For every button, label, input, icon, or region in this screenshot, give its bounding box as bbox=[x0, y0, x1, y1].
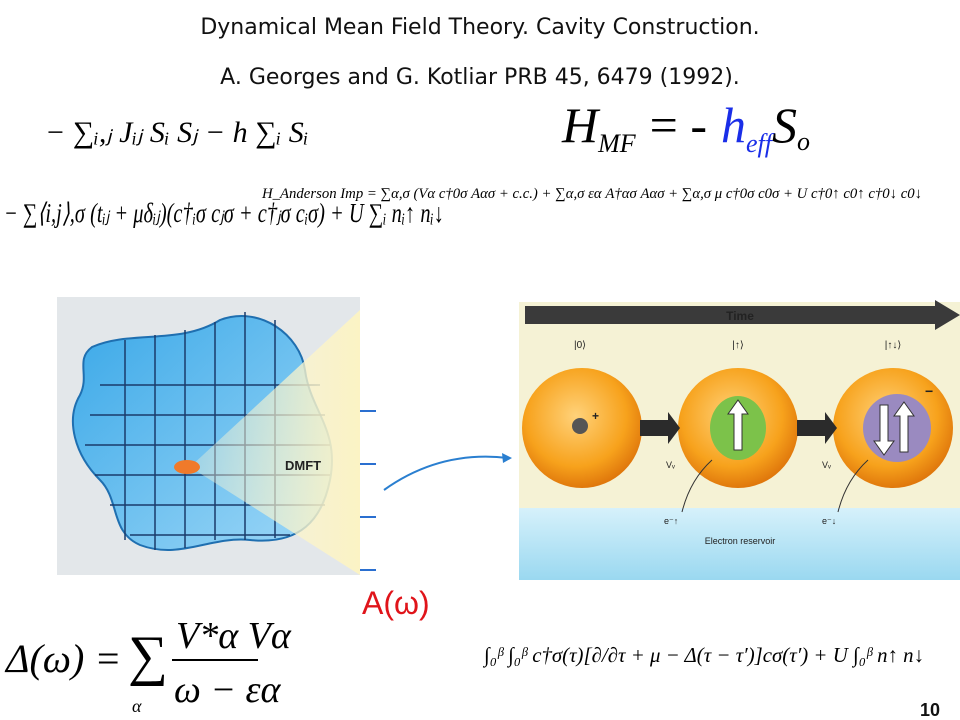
charge-plus: + bbox=[592, 409, 599, 423]
lattice-figure: DMFT bbox=[57, 297, 376, 575]
hop-path bbox=[681, 459, 713, 513]
heisenberg-equation: − ∑ᵢ,ⱼ Jᵢⱼ Sᵢ Sⱼ − h ∑ᵢ Sᵢ bbox=[45, 116, 309, 149]
eq-index: α bbox=[132, 696, 142, 716]
spin-up bbox=[727, 399, 749, 451]
eq-part: MF bbox=[597, 129, 637, 158]
impurity-site bbox=[174, 460, 200, 474]
eq-part: o bbox=[797, 127, 810, 156]
hopping-label: Vᵥ bbox=[666, 460, 675, 470]
bath-levels bbox=[360, 410, 376, 571]
projection-cone bbox=[190, 310, 360, 575]
dmft-label: DMFT bbox=[285, 458, 321, 473]
eq-part: h bbox=[721, 97, 746, 153]
hop-path bbox=[837, 459, 869, 513]
spectral-label: A(ω) bbox=[362, 585, 430, 621]
subtitle: A. Georges and G. Kotliar PRB 45, 6479 (… bbox=[220, 65, 740, 90]
electron-label: e⁻↑ bbox=[664, 516, 678, 526]
arrow-head bbox=[502, 453, 512, 463]
hopping-label: Vᵥ bbox=[822, 460, 831, 470]
time-label: Time bbox=[726, 309, 754, 323]
page-number: 10 bbox=[920, 700, 940, 720]
electron-label: e⁻↓ bbox=[822, 516, 836, 526]
hubbard-equation: − ∑⟨i,j⟩,σ (tᵢⱼ + μδᵢⱼ)(c†ᵢσ cⱼσ + c†ⱼσ … bbox=[4, 198, 444, 228]
eq-part: eff bbox=[746, 129, 776, 158]
mean-field-equation: HMF = - heffSo bbox=[561, 97, 810, 158]
action-equation: ∫₀ᵝ ∫₀ᵝ c†σ(τ)[∂/∂τ + μ − Δ(τ − τ′)]cσ(τ… bbox=[482, 643, 924, 668]
eq-part: = - bbox=[650, 97, 707, 153]
charge-minus: − bbox=[925, 383, 933, 399]
eq-numerator: V*α Vα bbox=[176, 615, 292, 657]
reservoir-label: Electron reservoir bbox=[705, 536, 776, 546]
state-label: |↑⟩ bbox=[732, 340, 744, 351]
electron-cloud bbox=[863, 394, 931, 462]
title: Dynamical Mean Field Theory. Cavity Cons… bbox=[200, 15, 759, 40]
anderson-equation: H_Anderson Imp = ∑α,σ (Vα c†0σ Aασ + c.c… bbox=[261, 186, 922, 202]
spin-down bbox=[873, 404, 895, 456]
state-label: |0⟩ bbox=[574, 340, 586, 351]
time-arrow bbox=[525, 300, 960, 330]
connector-arrow bbox=[383, 455, 509, 491]
hybridization-equation: Δ(ω) = ∑ α V*α Vα ω − εα bbox=[4, 615, 292, 716]
eq-sum: ∑ bbox=[128, 625, 168, 687]
hole bbox=[572, 418, 588, 434]
spin-up bbox=[893, 401, 915, 453]
transition-arrow bbox=[640, 412, 680, 444]
reservoir bbox=[519, 508, 960, 580]
transition-arrow bbox=[797, 412, 837, 444]
eq-part: H bbox=[561, 97, 601, 153]
eq-lhs: Δ(ω) = bbox=[4, 636, 121, 681]
eq-denominator: ω − εα bbox=[174, 669, 281, 711]
impurity-figure: Time + − |0⟩ |↑⟩ |↑↓⟩ Vᵥ Vᵥ e⁻↑ e⁻↓ Elec… bbox=[519, 300, 960, 580]
eq-part: S bbox=[772, 97, 797, 153]
state-label: |↑↓⟩ bbox=[885, 340, 902, 351]
